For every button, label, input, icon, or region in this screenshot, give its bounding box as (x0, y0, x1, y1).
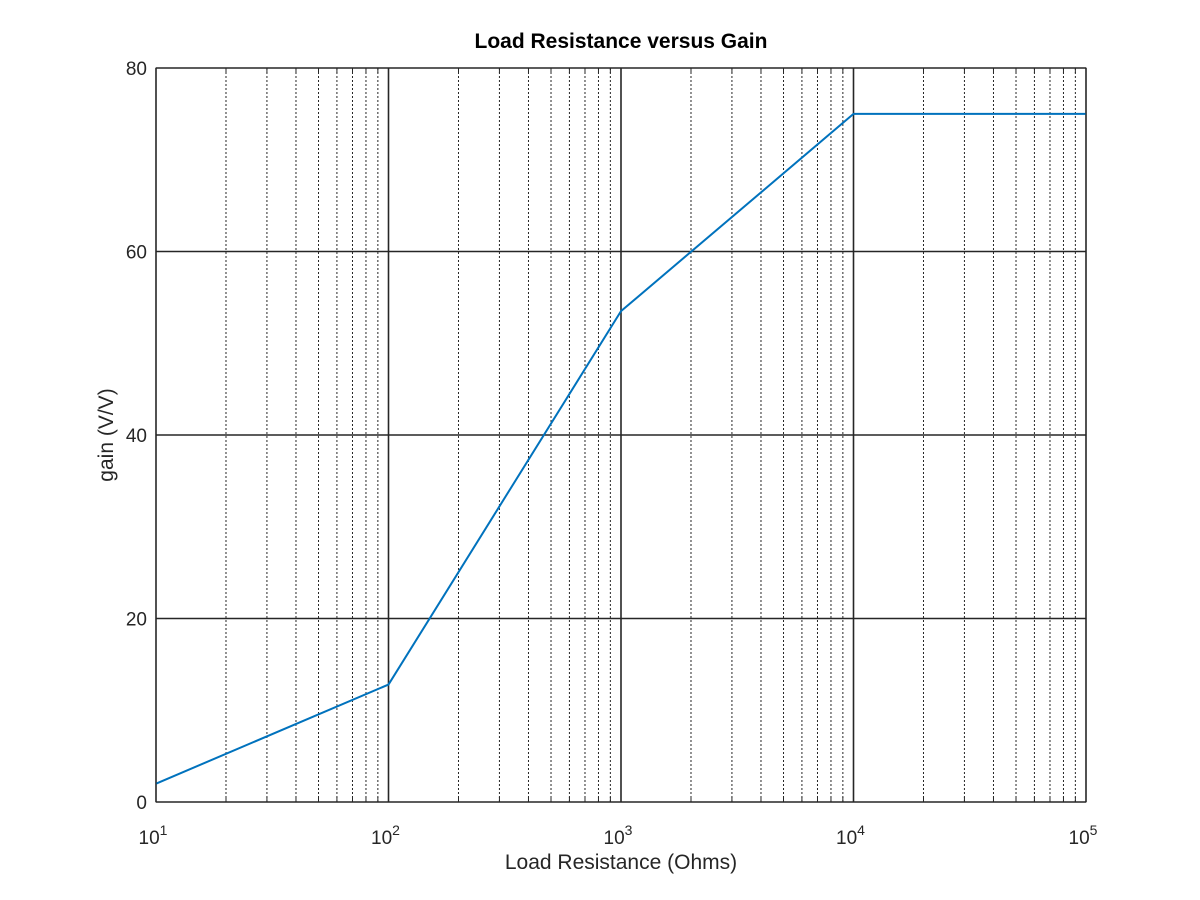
y-tick-label: 0 (136, 793, 147, 814)
x-tick-label: 102 (371, 822, 400, 849)
x-axis-label: Load Resistance (Ohms) (505, 851, 737, 874)
y-axis-label: gain (V/V) (95, 388, 118, 481)
y-tick-label: 40 (126, 426, 147, 447)
chart-title: Load Resistance versus Gain (475, 30, 768, 53)
grid (155, 67, 1087, 803)
y-tick-label: 80 (126, 59, 147, 80)
tick-marks (155, 67, 1087, 803)
x-tick-label: 103 (604, 822, 633, 849)
y-tick-label: 60 (126, 243, 147, 264)
series-layer (155, 112, 1086, 785)
x-tick-label: 105 (1069, 822, 1098, 849)
x-tick-labels: 101 102 103 104 105 (139, 822, 1098, 849)
y-tick-label: 20 (126, 610, 147, 631)
y-tick-labels: 0 20 40 60 80 (126, 59, 147, 814)
x-tick-label: 101 (139, 822, 168, 849)
series-line (155, 112, 1086, 785)
x-tick-label: 104 (836, 822, 865, 849)
